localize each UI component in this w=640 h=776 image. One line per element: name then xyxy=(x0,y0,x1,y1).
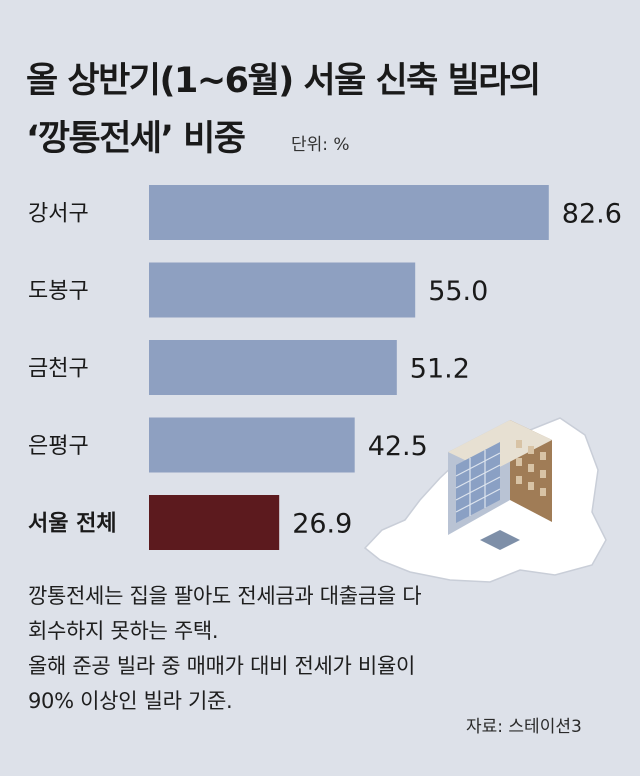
building-illustration xyxy=(448,420,552,550)
bar xyxy=(149,417,355,473)
value-label: 55.0 xyxy=(428,276,488,307)
chart-title-line1: 올 상반기(1~6월) 서울 신축 빌라의 xyxy=(26,61,541,101)
value-label: 82.6 xyxy=(562,199,622,230)
category-label: 금천구 xyxy=(28,357,89,382)
value-label: 42.5 xyxy=(368,431,428,462)
unit-label: 단위: % xyxy=(291,135,350,155)
footnote-line: 90% 이상인 빌라 기준. xyxy=(28,689,233,713)
category-label: 서울 전체 xyxy=(28,512,117,537)
bar xyxy=(149,262,416,318)
value-label: 51.2 xyxy=(410,354,470,385)
chart-footnote: 깡통전세는 집을 팔아도 전세금과 대출금을 다 회수하지 못하는 주택. 올해… xyxy=(28,579,422,719)
footnote-line: 깡통전세는 집을 팔아도 전세금과 대출금을 다 xyxy=(28,584,422,608)
footnote-line: 회수하지 못하는 주택. xyxy=(28,619,219,643)
bar xyxy=(149,185,549,240)
category-label: 강서구 xyxy=(28,202,89,227)
bar xyxy=(149,495,280,550)
footnote-line: 올해 준공 빌라 중 매매가 대비 전세가 비율이 xyxy=(28,654,415,678)
value-label: 26.9 xyxy=(292,509,352,540)
category-label: 도봉구 xyxy=(28,279,89,304)
chart-title-line2: ‘깡통전세’ 비중 xyxy=(26,119,246,159)
bar xyxy=(149,340,397,395)
source-label: 자료: 스테이션3 xyxy=(466,717,582,737)
category-label: 은평구 xyxy=(28,434,89,459)
